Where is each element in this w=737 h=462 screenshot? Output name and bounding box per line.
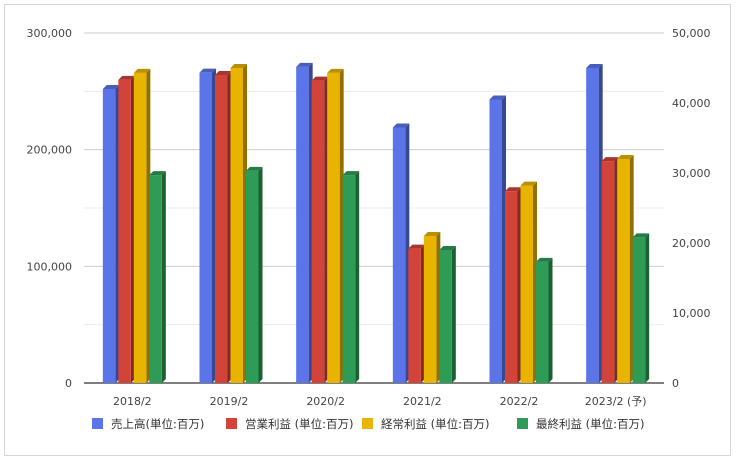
bar [342, 171, 360, 383]
bar [408, 244, 425, 383]
legend-label: 営業利益 (単位:百万) [245, 417, 354, 431]
bar [520, 181, 537, 383]
right-axis-tick-label: 10,000 [672, 307, 711, 320]
legend-swatch [92, 418, 103, 429]
category-labels: 2018/2 2019/2 2020/2 2021/2 2022/2 2023/2 (予) [113, 395, 647, 408]
category-label: 2021/2 [403, 395, 442, 408]
bar [536, 257, 553, 383]
bar [586, 64, 603, 383]
legend-item: 経常利益 (単位:百万) [362, 417, 490, 431]
bar [489, 95, 506, 383]
bar [118, 75, 135, 384]
legend-label: 最終利益 (単位:百万) [536, 417, 645, 431]
bar [102, 85, 120, 383]
legend-label: 売上高(単位:百万) [111, 417, 204, 431]
legend-swatch [226, 418, 237, 429]
bar [392, 123, 410, 383]
gridlines [84, 32, 664, 384]
right-axis: 50,000 40,000 30,000 20,000 10,000 0 [672, 27, 711, 390]
category-label: 2020/2 [306, 395, 345, 408]
right-axis-tick-label: 50,000 [672, 27, 711, 40]
bar [133, 68, 151, 384]
left-axis-tick-label: 100,000 [27, 260, 73, 273]
legend-label: 経常利益 (単位:百万) [381, 417, 490, 431]
left-axis: 300,000 200,000 100,000 0 [27, 27, 73, 390]
bar [601, 157, 619, 383]
bar [149, 171, 166, 383]
bar [439, 246, 456, 383]
bar [296, 62, 313, 383]
legend-item: 売上高(単位:百万) [92, 417, 204, 431]
category-label: 2022/2 [500, 395, 539, 408]
bar [327, 68, 344, 384]
bar [617, 155, 634, 383]
legend-swatch [517, 418, 528, 429]
legend-swatch [362, 418, 373, 429]
legend-item: 営業利益 (単位:百万) [226, 417, 354, 431]
bar [246, 166, 263, 383]
category-label: 2018/2 [113, 395, 152, 408]
right-axis-tick-label: 0 [672, 377, 679, 390]
legend-item: 最終利益 (単位:百万) [517, 417, 645, 431]
right-axis-tick-label: 30,000 [672, 167, 711, 180]
bar [423, 232, 441, 383]
bar [505, 187, 522, 383]
right-axis-tick-label: 20,000 [672, 237, 711, 250]
left-axis-tick-label: 0 [65, 377, 72, 390]
bar [311, 76, 329, 383]
bars [102, 62, 650, 384]
left-axis-tick-label: 300,000 [27, 27, 73, 40]
category-label: 2019/2 [210, 395, 249, 408]
legend: 売上高(単位:百万) 営業利益 (単位:百万) 経常利益 (単位:百万) 最終利益 (… [92, 417, 645, 431]
bar [230, 64, 247, 383]
left-axis-tick-label: 200,000 [27, 144, 73, 157]
right-axis-tick-label: 40,000 [672, 97, 711, 110]
bar [632, 233, 650, 383]
category-label: 2023/2 (予) [585, 395, 647, 408]
bar [215, 71, 232, 383]
bar [199, 68, 216, 384]
